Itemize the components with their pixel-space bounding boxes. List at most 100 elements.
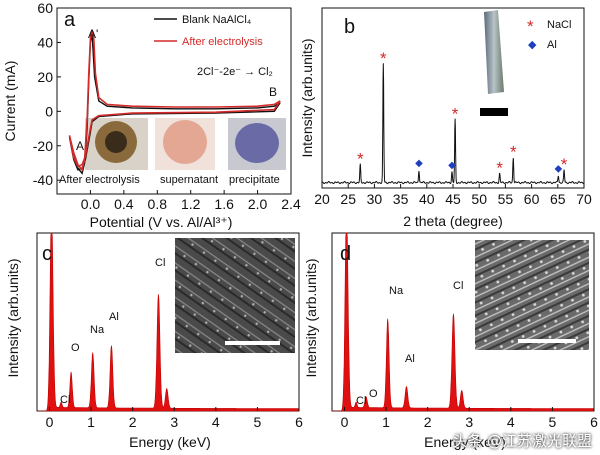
nacl-peak-marker: * — [496, 159, 503, 178]
nacl-peak-marker: * — [452, 105, 459, 124]
legend-label-blank: Blank NaAlCl₄ — [182, 14, 252, 26]
sem-scale-bar-c — [225, 341, 280, 345]
b-xtick-label: 70 — [576, 191, 592, 207]
a-ytick-label: 0 — [45, 103, 53, 119]
panel-b-x-ticks: 20 25 30 35 40 45 50 55 60 65 70 — [314, 184, 592, 207]
panel-c-x-ticks: 0 1 2 3 4 5 6 — [46, 407, 303, 430]
eds-xtick-label: 0 — [46, 414, 54, 430]
eds-label-d-cl-small: Cl — [356, 395, 366, 407]
eds-xtick-label: 6 — [590, 414, 598, 430]
a-xtick-label: 0.0 — [81, 196, 101, 212]
inset-photo-after-electrolysis-center — [105, 131, 127, 153]
b-xtick-label: 55 — [498, 191, 514, 207]
panel-c-xlabel: Energy (keV) — [129, 434, 211, 450]
panel-c-ylabel: Intensity (arb.units) — [5, 258, 21, 377]
eds-label-na: Na — [90, 324, 105, 336]
inset-label-precipitate: precipitate — [229, 174, 280, 186]
eds-label-cl: Cl — [155, 257, 165, 269]
scale-bar — [480, 108, 508, 116]
eds-xtick-label: 3 — [465, 414, 473, 430]
inset-photo-supernatant-dish — [163, 120, 207, 164]
panel-a-frame — [56, 7, 292, 195]
panel-a-ylabel: Current (mA) — [2, 61, 18, 142]
panel-a-xlabel: Potential (V vs. Al/Al³⁺) — [90, 214, 233, 230]
al-peak-marker: ◆ — [415, 158, 423, 169]
reaction-annotation: 2Cl⁻-2e⁻ → Cl₂ — [197, 66, 273, 78]
panel-d-ylabel: Intensity (arb.units) — [303, 258, 319, 377]
panel-d: 0 1 2 3 4 5 6 Cl O Na Al Cl d Intensity (arb.u… — [303, 232, 598, 450]
eds-xtick-label: 2 — [424, 414, 432, 430]
a-ytick-label: 40 — [37, 34, 53, 50]
b-xtick-label: 40 — [419, 191, 435, 207]
a-ytick-label: -40 — [33, 172, 53, 188]
eds-label-o: O — [71, 342, 80, 354]
b-xtick-label: 20 — [314, 191, 330, 207]
b-xtick-label: 35 — [393, 191, 409, 207]
nacl-peak-marker: * — [561, 155, 568, 174]
eds-label-d-na: Na — [389, 285, 404, 297]
eds-label-cl-small: Cl — [60, 394, 70, 406]
eds-label-d-o: O — [369, 388, 378, 400]
panel-d-x-ticks: 0 1 2 3 4 5 6 — [341, 407, 598, 430]
eds-xtick-label: 6 — [295, 414, 303, 430]
panel-d-xlabel: Energy (keV) — [424, 434, 506, 450]
panel-b-letter: b — [344, 16, 355, 38]
sem-image-c — [175, 238, 295, 353]
panel-a-inset-photos: After electrolysis supernatant precipita… — [59, 118, 286, 186]
a-xtick-label: 2.4 — [281, 196, 301, 212]
panel-c-letter: c — [42, 243, 52, 265]
eds-spectrum-d — [332, 232, 595, 412]
eds-xtick-label: 3 — [170, 414, 178, 430]
a-ytick-label: 60 — [37, 0, 53, 16]
electrode-rod-photo — [484, 10, 504, 94]
legend-marker-al: ◆ — [528, 39, 537, 51]
nacl-peak-marker: * — [510, 142, 517, 161]
panel-b: 20 25 30 35 40 45 50 55 60 65 70 **◆ ◆***◆* * NaCl … — [299, 7, 592, 229]
eds-xtick-label: 2 — [129, 414, 137, 430]
al-peak-marker: ◆ — [554, 163, 562, 174]
legend-marker-nacl: * — [527, 17, 534, 36]
sem-scale-bar-d — [518, 339, 576, 343]
eds-xtick-label: 0 — [341, 414, 349, 430]
eds-xtick-label: 4 — [507, 414, 515, 430]
a-xtick-label: 1.2 — [181, 196, 201, 212]
a-ytick-label: 20 — [37, 69, 53, 85]
eds-label-d-cl: Cl — [453, 280, 463, 292]
b-xtick-label: 50 — [471, 191, 487, 207]
panel-a-legend: Blank NaAlCl₄ After electrolysis — [154, 14, 263, 48]
legend-label-al: Al — [547, 39, 557, 51]
eds-xtick-label: 1 — [382, 414, 390, 430]
inset-label-supernatant: supernatant — [160, 174, 218, 186]
panel-b-ylabel: Intensity (arb.units) — [299, 38, 315, 157]
nacl-peak-marker: * — [380, 49, 387, 68]
a-xtick-label: 1.6 — [214, 196, 234, 212]
b-xtick-label: 45 — [445, 191, 461, 207]
a-xtick-label: 2.0 — [248, 196, 268, 212]
al-peak-marker: ◆ — [448, 160, 456, 171]
panel-d-letter: d — [340, 243, 351, 265]
legend-label-after: After electrolysis — [182, 36, 263, 48]
panel-a: -40 -20 0 20 40 60 0.0 0.4 0.8 1.2 1.6 2.0 2.4 Afte… — [2, 0, 301, 230]
eds-label-al: Al — [109, 311, 119, 323]
legend-label-nacl: NaCl — [547, 19, 571, 31]
panel-b-photo-inset — [480, 10, 508, 116]
panel-a-letter: a — [64, 9, 76, 31]
point-label-a-prime: A' — [88, 27, 98, 41]
panel-a-x-ticks: 0.0 0.4 0.8 1.2 1.6 2.0 2.4 — [81, 190, 301, 212]
panel-b-xlabel: 2 theta (degree) — [403, 213, 503, 229]
xrd-pattern — [321, 63, 585, 185]
inset-photo-precipitate-dish — [235, 123, 279, 163]
series-after-electrolysis — [68, 30, 281, 172]
watermark: 头条 @江苏激光联盟 — [452, 432, 592, 450]
eds-xtick-label: 5 — [549, 414, 557, 430]
panel-b-peak-markers: **◆ ◆***◆* — [357, 49, 568, 178]
panel-c: 0 1 2 3 4 5 6 Cl O Na Al Cl c Intensity (arb.u… — [5, 232, 303, 450]
panel-a-y-ticks: -40 -20 0 20 40 60 — [33, 0, 61, 188]
b-xtick-label: 25 — [340, 191, 356, 207]
eds-xtick-label: 5 — [254, 414, 262, 430]
eds-xtick-label: 1 — [87, 414, 95, 430]
a-xtick-label: 0.4 — [114, 196, 134, 212]
a-xtick-label: 0.8 — [148, 196, 168, 212]
inset-label-after-electrolysis: After electrolysis — [59, 174, 140, 186]
